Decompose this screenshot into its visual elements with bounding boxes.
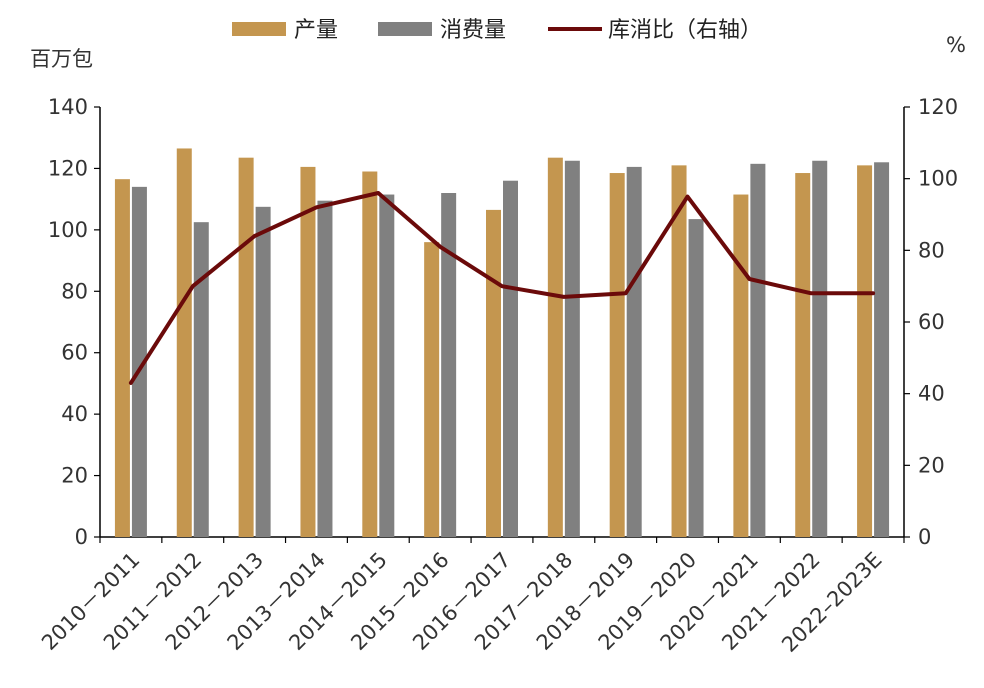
bar-consumption — [503, 181, 518, 537]
left-axis-tick-label: 80 — [61, 279, 88, 303]
bar-production — [424, 242, 439, 537]
bar-consumption — [379, 195, 394, 537]
bar-production — [177, 148, 192, 537]
bar-consumption — [874, 162, 889, 537]
right-unit-label: % — [946, 33, 966, 57]
bar-production — [486, 210, 501, 537]
bar-consumption — [627, 167, 642, 537]
right-axis-tick-label: 0 — [918, 525, 931, 549]
chart-marks: 0204060801001201400204060801001202010－20… — [37, 95, 958, 657]
left-axis-tick-label: 0 — [75, 525, 88, 549]
left-axis-tick-label: 60 — [61, 341, 88, 365]
bar-consumption — [441, 193, 456, 537]
bar-consumption — [256, 207, 271, 537]
legend-swatch-consumption — [378, 22, 432, 36]
right-axis-tick-label: 60 — [918, 310, 945, 334]
bar-production — [857, 165, 872, 537]
bar-production — [362, 172, 377, 538]
bar-production — [610, 173, 625, 537]
left-axis-tick-label: 20 — [61, 464, 88, 488]
bar-consumption — [812, 161, 827, 537]
left-axis-tick-label: 100 — [48, 218, 88, 242]
left-axis-tick-label: 140 — [48, 95, 88, 119]
bar-production — [733, 195, 748, 537]
bar-consumption — [317, 201, 332, 537]
bar-consumption — [750, 164, 765, 537]
bar-production — [795, 173, 810, 537]
legend-label-production: 产量 — [294, 18, 338, 43]
right-axis-tick-label: 20 — [918, 453, 945, 477]
right-axis-tick-label: 40 — [918, 382, 945, 406]
right-axis-tick-label: 120 — [918, 95, 958, 119]
bar-production — [300, 167, 315, 537]
left-axis-tick-label: 120 — [48, 156, 88, 180]
bar-consumption — [689, 219, 704, 537]
legend: 产量 消费量 库消比（右轴） — [232, 18, 762, 43]
bar-production — [239, 158, 254, 537]
bar-consumption — [194, 222, 209, 537]
bar-production — [115, 179, 130, 537]
bar-production — [548, 158, 563, 537]
legend-label-ratio: 库消比（右轴） — [608, 18, 762, 43]
left-axis-tick-label: 40 — [61, 402, 88, 426]
left-unit-label: 百万包 — [30, 47, 93, 71]
legend-swatch-production — [232, 22, 286, 36]
legend-label-consumption: 消费量 — [440, 18, 506, 43]
bar-consumption — [565, 161, 580, 537]
right-axis-tick-label: 100 — [918, 167, 958, 191]
right-axis-tick-label: 80 — [918, 238, 945, 262]
